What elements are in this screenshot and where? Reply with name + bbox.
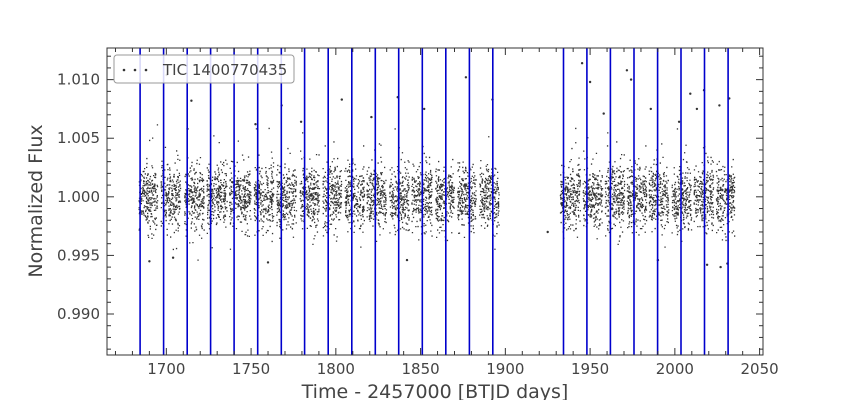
x-tick-label: 1850 (401, 360, 439, 378)
orbit-segment (253, 127, 275, 243)
orbit-segment (479, 136, 500, 250)
outlier-point (340, 98, 343, 101)
outlier-point (689, 92, 692, 95)
flux-points (229, 140, 252, 250)
legend-marker-dot (122, 68, 126, 72)
flux-points (457, 161, 477, 238)
flux-points (648, 143, 670, 248)
y-tick-label: 1.005 (57, 129, 100, 147)
flux-points (582, 137, 604, 240)
x-tick-label: 2000 (656, 360, 694, 378)
orbit-segment (322, 141, 343, 242)
outlier-point (602, 112, 605, 115)
flux-points (435, 158, 455, 242)
orbit-segment (604, 132, 626, 245)
outlier-point (677, 120, 681, 124)
legend: TIC 1400770435 (113, 54, 295, 84)
x-tick-label: 1800 (317, 360, 355, 378)
flux-points (206, 135, 228, 249)
y-tick-label: 0.990 (57, 305, 100, 323)
outlier-point (695, 107, 699, 111)
orbit-segment (229, 140, 252, 250)
outlier-point (405, 258, 409, 262)
flux-points (253, 127, 275, 243)
x-tick-label: 1750 (232, 360, 270, 378)
orbit-segment (138, 124, 159, 239)
orbit-segment (582, 137, 604, 240)
orbit-segment (435, 158, 455, 242)
legend-box (113, 54, 295, 84)
orbit-segment (626, 145, 648, 236)
outlier-point (266, 261, 270, 264)
orbit-segment (389, 128, 410, 236)
legend-marker-dot (144, 68, 148, 72)
outlier-point (464, 76, 468, 79)
y-tick-label: 1.000 (57, 188, 100, 206)
y-axis-title: Normalized Flux (25, 124, 47, 277)
outlier-point (588, 80, 592, 84)
flux-points (626, 145, 648, 236)
orbit-segment (160, 146, 182, 251)
outlier-point (370, 115, 373, 119)
outlier-point (625, 69, 629, 72)
outlier-point (171, 256, 175, 259)
axis-ticks: 1700 1750 1800 1850 1900 1950 2000 2050 0.990 0.9… (57, 48, 779, 378)
flux-points (715, 158, 736, 242)
legend-marker-dot (133, 68, 137, 72)
flux-points (366, 143, 388, 242)
orbit-segment (559, 127, 581, 239)
scatter-layer (138, 62, 736, 269)
orbit-segment (671, 128, 693, 242)
outlier-point (190, 99, 193, 102)
orbit-segment (457, 161, 477, 238)
orbit-segment (715, 158, 736, 242)
outlier-point (649, 107, 652, 111)
x-axis-title: Time - 2457000 [BTJD days] (301, 381, 569, 400)
flux-points (276, 137, 298, 239)
orbit-segment (648, 143, 670, 248)
flux-points (184, 157, 205, 261)
flux-points (299, 132, 321, 245)
orbit-segment (206, 135, 228, 249)
y-tick-label: 1.010 (57, 71, 100, 89)
orbit-segment (276, 137, 298, 239)
flux-points (389, 128, 410, 236)
y-tick-label: 0.995 (57, 246, 100, 264)
flux-points (344, 145, 366, 248)
flux-points (138, 124, 159, 239)
legend-label: TIC 1400770435 (162, 61, 287, 79)
orbit-segment (299, 132, 321, 245)
outlier-point (718, 104, 721, 107)
flux-points (604, 132, 626, 245)
flux-points (160, 146, 182, 251)
outlier-point (148, 260, 151, 263)
outlier-point (580, 62, 584, 65)
outlier-point (705, 263, 709, 266)
flux-points (671, 128, 693, 242)
outlier-point (254, 123, 257, 126)
x-tick-label: 1700 (147, 360, 185, 378)
flux-points (479, 136, 500, 250)
x-tick-label: 1900 (486, 360, 524, 378)
orbit-segment (184, 157, 205, 261)
x-tick-label: 1950 (571, 360, 609, 378)
flux-points (559, 127, 581, 239)
outlier-point (629, 78, 633, 81)
x-tick-label: 2050 (741, 360, 779, 378)
plot-frame (106, 47, 764, 356)
outlier-point (546, 230, 549, 234)
outlier-point (299, 120, 303, 124)
outlier-point (719, 265, 722, 269)
orbit-segment (344, 145, 366, 248)
orbit-segment (366, 143, 388, 242)
outlier-point (423, 107, 426, 111)
flux-points (322, 141, 343, 242)
transit-lines (139, 48, 729, 355)
